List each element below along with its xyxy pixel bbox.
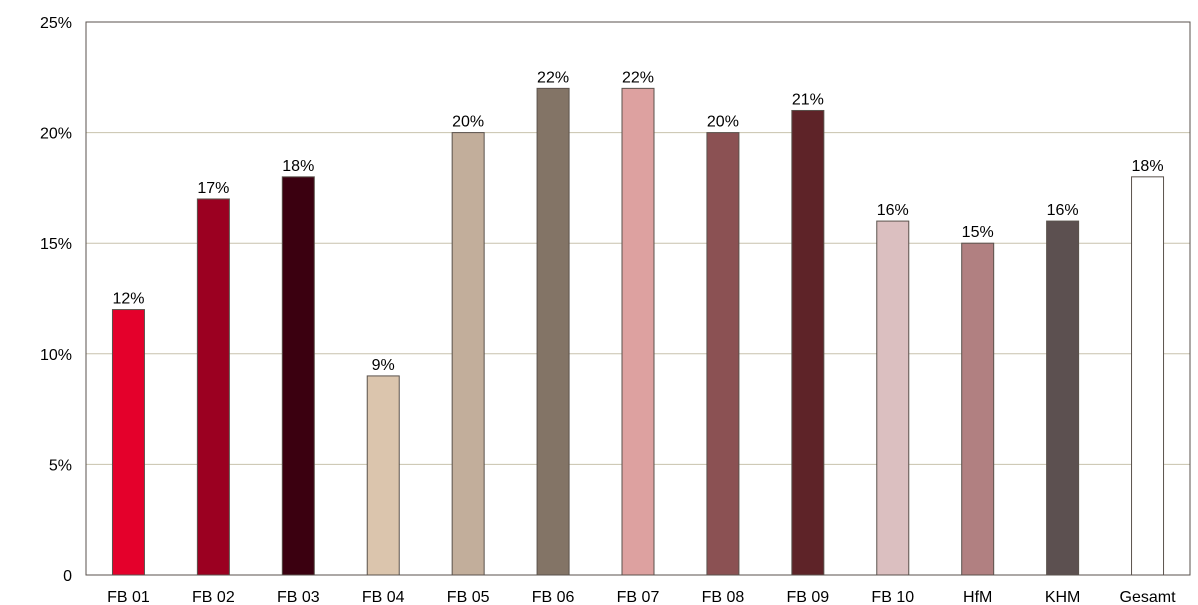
data-label: 9% xyxy=(372,357,395,374)
data-label: 12% xyxy=(112,291,144,308)
bar xyxy=(281,176,315,576)
data-label: 18% xyxy=(1132,158,1164,175)
data-label: 17% xyxy=(197,180,229,197)
data-label: 16% xyxy=(1047,202,1079,219)
x-tick-label: FB 05 xyxy=(447,589,490,605)
bar xyxy=(536,87,570,576)
y-tick-label: 5% xyxy=(49,457,72,474)
plot-frame xyxy=(85,21,1191,576)
x-tick-label: Gesamt xyxy=(1120,589,1177,605)
x-tick-label: FB 08 xyxy=(702,589,745,605)
data-label: 15% xyxy=(962,224,994,241)
bar xyxy=(876,220,910,576)
x-tick-label: FB 02 xyxy=(192,589,235,605)
x-tick-label: FB 09 xyxy=(787,589,830,605)
bar xyxy=(1046,220,1080,576)
data-label: 20% xyxy=(707,114,739,131)
x-tick-label: FB 06 xyxy=(532,589,575,605)
x-axis-tick-labels: FB 01 FB 02 FB 03 FB 04 FB 05 FB 06 FB 07 FB 08… xyxy=(107,589,1176,605)
y-tick-label: 0 xyxy=(63,568,72,585)
x-tick-label: HfM xyxy=(963,589,992,605)
bar xyxy=(621,87,655,576)
x-tick-label: FB 03 xyxy=(277,589,320,605)
y-tick-label: 15% xyxy=(40,236,72,253)
y-tick-label: 20% xyxy=(40,126,72,143)
bar xyxy=(196,198,230,576)
y-axis-tick-labels: 0 5% 10% 15% 20% 25% xyxy=(40,15,72,585)
x-tick-label: FB 10 xyxy=(871,589,914,605)
x-tick-label: FB 01 xyxy=(107,589,150,605)
bar xyxy=(111,309,145,576)
data-label: 18% xyxy=(282,158,314,175)
data-label: 22% xyxy=(537,69,569,86)
bars xyxy=(111,87,1165,576)
bar xyxy=(451,132,485,576)
x-tick-label: FB 07 xyxy=(617,589,660,605)
bar xyxy=(706,132,740,576)
data-labels: 12% 17% 18% 9% 20% 22% 22% 20% 21% 16% 15% 16% 18% xyxy=(112,69,1163,374)
data-label: 22% xyxy=(622,69,654,86)
bar xyxy=(1131,176,1165,576)
y-tick-label: 10% xyxy=(40,347,72,364)
data-label: 16% xyxy=(877,202,909,219)
bar xyxy=(961,242,995,576)
y-tick-label: 25% xyxy=(40,15,72,32)
x-tick-label: FB 04 xyxy=(362,589,405,605)
x-tick-label: KHM xyxy=(1045,589,1081,605)
bar xyxy=(791,109,825,576)
data-label: 20% xyxy=(452,114,484,131)
data-label: 21% xyxy=(792,91,824,108)
bar xyxy=(366,375,400,576)
